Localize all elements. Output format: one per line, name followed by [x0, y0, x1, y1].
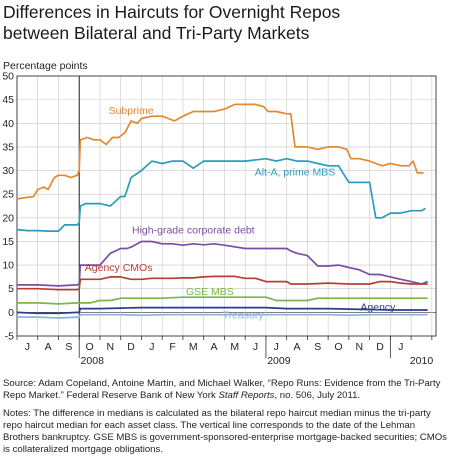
- notes-text: Notes: The difference in medians is calc…: [3, 408, 447, 455]
- x-tick-label: J: [398, 341, 403, 353]
- series-line-gse-mbs: [17, 296, 428, 305]
- series-label-alt-a-prime-mbs: Alt-A, prime MBS: [255, 166, 336, 178]
- x-tick-label: M: [189, 341, 198, 353]
- chart-title: Differences in Haircuts for Overnight Re…: [3, 2, 447, 44]
- series-label-treasury: Treasury: [223, 310, 265, 322]
- x-tick-label: S: [65, 341, 72, 353]
- chart-title-line-1: Differences in Haircuts for Overnight Re…: [3, 2, 341, 22]
- y-axis-label: Percentage points: [3, 60, 88, 72]
- y-tick-label: 0: [8, 307, 14, 319]
- year-label: 2008: [81, 355, 105, 367]
- x-tick-label: O: [86, 341, 94, 353]
- year-label: 2010: [410, 355, 434, 367]
- series-label-agency-cmos: Agency CMOs: [85, 262, 153, 274]
- series-label-high-grade-corporate-debt: High-grade corporate debt: [132, 224, 255, 236]
- y-tick-label: 15: [2, 236, 14, 248]
- source-text: Source: Adam Copeland, Antoine Martin, a…: [3, 378, 441, 401]
- series-line-treasury: [17, 313, 428, 319]
- source-italic: Staff Reports: [218, 390, 275, 401]
- y-tick-label: 45: [2, 94, 14, 106]
- y-tick-label: 30: [2, 165, 14, 177]
- x-tick-label: F: [169, 341, 175, 353]
- series-label-subprime: Subprime: [109, 105, 154, 117]
- series-label-gse-mbs: GSE MBS: [186, 286, 234, 298]
- y-tick-label: 35: [2, 141, 14, 153]
- x-tick-label: D: [376, 341, 384, 353]
- x-tick-label: J: [253, 341, 258, 353]
- x-tick-label: A: [294, 341, 301, 353]
- y-tick-label: 20: [2, 212, 14, 224]
- plot-frame: [16, 75, 437, 337]
- source-note: Source: Adam Copeland, Antoine Martin, a…: [3, 378, 447, 402]
- y-tick-label: 5: [8, 283, 14, 295]
- series-line-high-grade-corporate-debt: [17, 240, 429, 287]
- x-tick-label: S: [314, 341, 321, 353]
- series-line-alt-a-prime-mbs: [16, 157, 427, 232]
- y-tick-label: -5: [5, 331, 14, 343]
- chart-notes: Source: Adam Copeland, Antoine Martin, a…: [3, 378, 447, 462]
- y-tick-label: 40: [2, 118, 14, 130]
- y-tick-label: 50: [2, 71, 14, 83]
- series-line-agency: [16, 306, 428, 315]
- x-tick-label: J: [149, 341, 154, 353]
- series-line-agency-cmos: [17, 275, 428, 291]
- x-tick-label: N: [355, 341, 363, 353]
- x-tick-label: A: [45, 341, 52, 353]
- series-line-subprime: [16, 103, 424, 200]
- x-tick-label: A: [211, 341, 218, 353]
- x-tick-label: J: [274, 341, 279, 353]
- series-label-agency: Agency: [360, 301, 396, 313]
- source-tail: , no. 506, July 2011.: [274, 390, 361, 401]
- x-tick-label: O: [334, 341, 342, 353]
- x-tick-label: M: [230, 341, 239, 353]
- x-tick-label: N: [107, 341, 115, 353]
- x-tick-label: J: [25, 341, 30, 353]
- chart-title-line-2: between Bilateral and Tri-Party Markets: [3, 23, 310, 43]
- y-tick-label: 25: [2, 189, 14, 201]
- y-tick-label: 10: [2, 260, 14, 272]
- year-label: 2009: [267, 355, 291, 367]
- x-tick-label: D: [127, 341, 135, 353]
